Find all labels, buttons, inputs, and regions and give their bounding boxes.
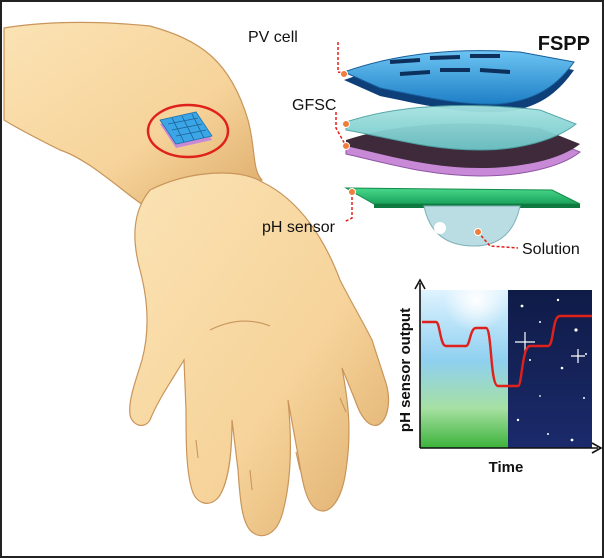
figure-title: FSPP: [538, 33, 590, 55]
gfsc-marker-top: [342, 120, 350, 128]
wrist-device: [159, 111, 213, 148]
ph-sensor-marker: [348, 188, 356, 196]
y-axis-arrow: [414, 278, 426, 290]
signal-line: [422, 314, 592, 388]
pv-cell-marker: [340, 70, 348, 78]
inset-ylabel: pH sensor output: [397, 308, 414, 432]
gfsc-callout: [335, 112, 347, 147]
inset-plot: pH sensor output Time: [397, 268, 603, 476]
ph-sensor-label: pH sensor: [262, 219, 336, 236]
sun-glow: [444, 268, 508, 332]
callouts: [335, 42, 519, 249]
solution-marker: [474, 228, 482, 236]
solution-label: Solution: [522, 241, 580, 258]
night-stars: [516, 298, 587, 442]
hand-palm: [129, 172, 390, 537]
layer-stack: [342, 50, 581, 247]
inset-xlabel: Time: [489, 459, 524, 476]
arm-hand-illustration: [3, 21, 390, 537]
ph-sensor-layer: [344, 187, 581, 247]
gfsc-label: GFSC: [292, 97, 336, 114]
gfsc-marker-bottom: [342, 142, 350, 150]
pv-cell-label: PV cell: [248, 29, 298, 46]
gfsc-layer: [345, 105, 581, 177]
solution-callout: [477, 231, 519, 249]
device-highlight-circle: [146, 103, 230, 159]
x-axis-arrow: [591, 442, 603, 454]
ph-sensor-callout: [343, 192, 353, 223]
night-background: [508, 290, 592, 448]
pv-cell-layer: [342, 50, 575, 113]
star-flares: [515, 332, 585, 363]
forearm: [3, 21, 264, 211]
finger-creases: [195, 320, 347, 491]
